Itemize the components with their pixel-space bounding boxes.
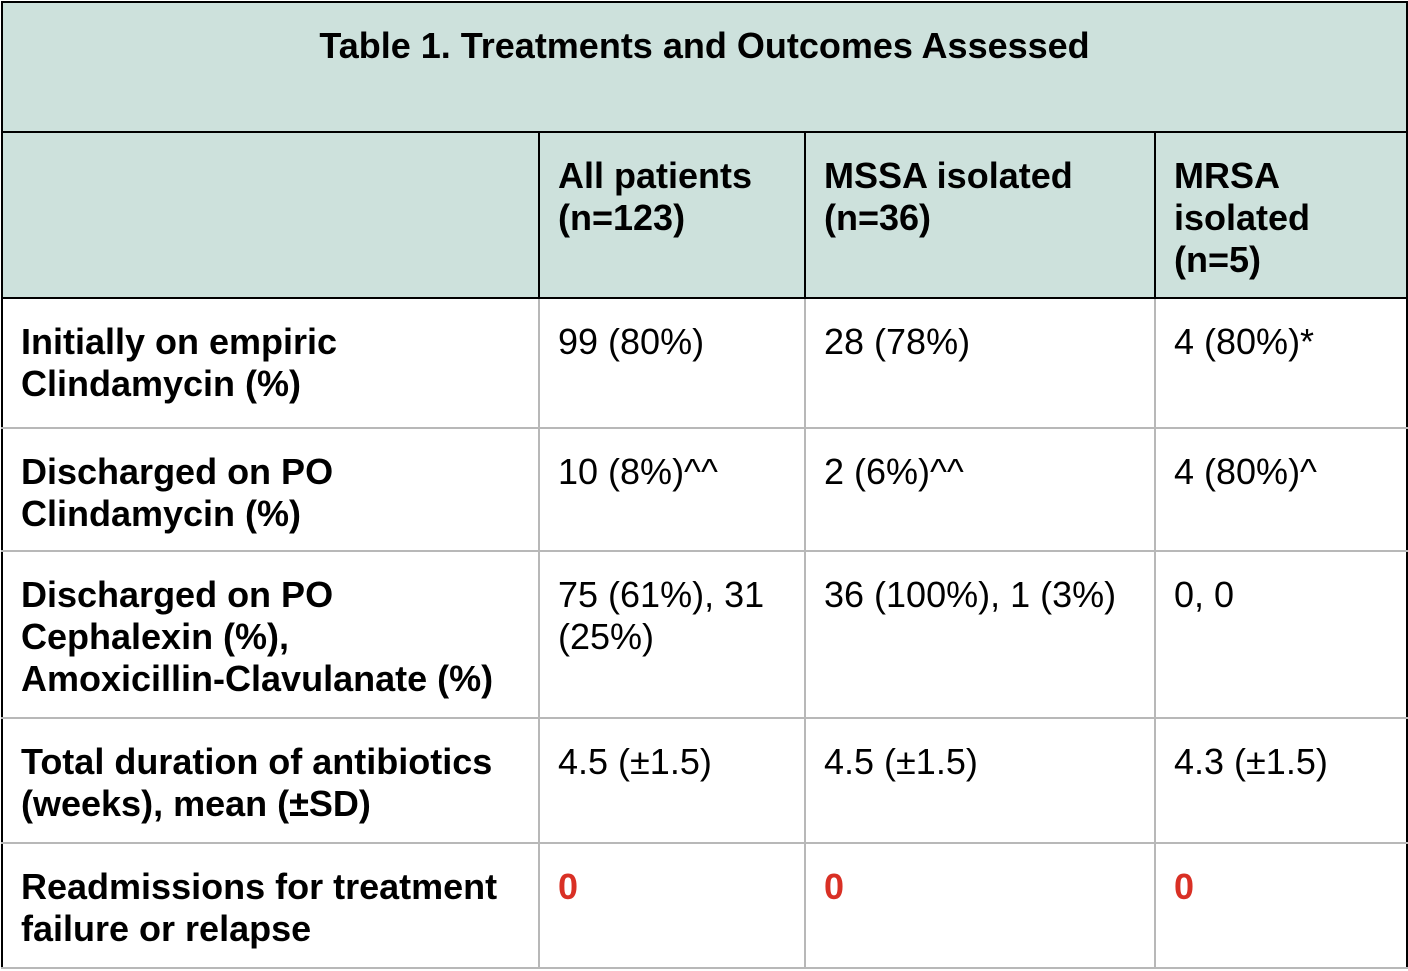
cell-mrsa: 4 (80%)* [1153, 297, 1408, 429]
cell-all-patients: 75 (61%), 31 (25%) [538, 550, 806, 719]
cell-all-patients: 10 (8%)^^ [538, 427, 806, 552]
readmission-count: 0 [824, 866, 845, 907]
cell-mssa: 28 (78%) [804, 297, 1156, 429]
label-line: Discharged on PO [21, 574, 334, 615]
row-label: Discharged on PO Cephalexin (%), Amoxici… [1, 550, 540, 719]
cell-all-patients: 0 [538, 842, 806, 969]
label-line: Clindamycin (%) [21, 363, 302, 404]
table-row: Readmissions for treatment failure or re… [1, 842, 1408, 969]
cell-mssa: 4.5 (±1.5) [804, 717, 1156, 844]
cell-all-patients: 4.5 (±1.5) [538, 717, 806, 844]
table-row: Initially on empiric Clindamycin (%) 99 … [1, 297, 1408, 429]
label-line: Initially on empiric [21, 321, 338, 362]
label-line: Amoxicillin-Clavulanate (%) [21, 658, 494, 699]
readmission-count: 0 [558, 866, 579, 907]
table-row: Total duration of antibiotics (weeks), m… [1, 717, 1408, 844]
cell-mssa: 36 (100%), 1 (3%) [804, 550, 1156, 719]
header-line: (n=5) [1174, 239, 1262, 280]
row-label: Total duration of antibiotics (weeks), m… [1, 717, 540, 844]
cell-all-patients: 99 (80%) [538, 297, 806, 429]
value-line: (25%) [558, 616, 655, 657]
header-mssa: MSSA isolated (n=36) [804, 131, 1156, 299]
row-label: Initially on empiric Clindamycin (%) [1, 297, 540, 429]
header-mrsa: MRSA isolated (n=5) [1153, 131, 1408, 299]
row-label: Discharged on PO Clindamycin (%) [1, 427, 540, 552]
table-row: Discharged on PO Cephalexin (%), Amoxici… [1, 550, 1408, 719]
value-line: 36 (100%), 1 (3%) [824, 574, 1117, 615]
label-line: Cephalexin (%), [21, 616, 290, 657]
header-empty-cell [1, 131, 540, 299]
label-line: Readmissions for treatment [21, 866, 498, 907]
header-line: MRSA [1174, 155, 1280, 196]
value-line: 0, 0 [1174, 574, 1235, 615]
header-line: MSSA isolated [824, 155, 1073, 196]
row-label: Readmissions for treatment failure or re… [1, 842, 540, 969]
table-title: Table 1. Treatments and Outcomes Assesse… [0, 1, 1408, 133]
cell-mssa: 2 (6%)^^ [804, 427, 1156, 552]
label-line: (weeks), mean (±SD) [21, 783, 371, 824]
cell-mssa: 0 [804, 842, 1156, 969]
header-line: isolated [1174, 197, 1311, 238]
label-line: Clindamycin (%) [21, 493, 302, 534]
cell-mrsa: 0 [1153, 842, 1408, 969]
table-row: Discharged on PO Clindamycin (%) 10 (8%)… [1, 427, 1408, 552]
header-line: (n=36) [824, 197, 932, 238]
cell-mrsa: 4.3 (±1.5) [1153, 717, 1408, 844]
value-line: 75 (61%), 31 [558, 574, 765, 615]
header-row: All patients (n=123) MSSA isolated (n=36… [1, 131, 1408, 299]
label-line: Discharged on PO [21, 451, 334, 492]
label-line: Total duration of antibiotics [21, 741, 493, 782]
readmission-count: 0 [1174, 866, 1195, 907]
cell-mrsa: 4 (80%)^ [1153, 427, 1408, 552]
cell-mrsa: 0, 0 [1153, 550, 1408, 719]
label-line: failure or relapse [21, 908, 312, 949]
header-line: All patients [558, 155, 753, 196]
header-all-patients: All patients (n=123) [538, 131, 806, 299]
header-line: (n=123) [558, 197, 686, 238]
